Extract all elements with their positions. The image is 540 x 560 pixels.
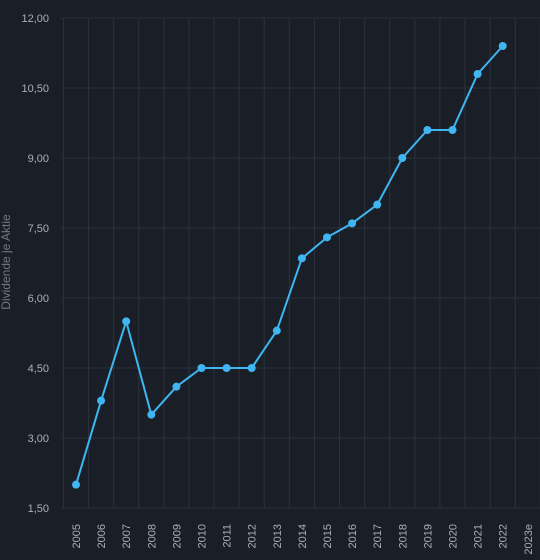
y-axis-ticks: 1,50 3,00 4,50 6,00 7,50 9,00 10,50 12,00 <box>21 13 49 515</box>
data-point <box>172 382 181 391</box>
data-point <box>498 42 507 50</box>
data-point <box>97 396 106 405</box>
x-tick-label: 2006 <box>96 524 108 548</box>
data-point <box>473 70 482 78</box>
y-tick-label: 10,50 <box>21 83 49 95</box>
data-point <box>272 326 281 335</box>
data-point <box>222 364 231 372</box>
y-tick-label: 4,50 <box>28 363 49 375</box>
x-tick-label: 2009 <box>171 524 183 548</box>
x-tick-label: 2019 <box>422 524 434 548</box>
x-tick-label: 2015 <box>322 524 334 548</box>
x-tick-label: 2022 <box>498 524 510 548</box>
x-tick-label: 2011 <box>222 524 234 548</box>
series-layer <box>72 42 507 489</box>
y-tick-label: 1,50 <box>28 503 49 515</box>
data-point <box>297 254 306 263</box>
x-tick-label: 2020 <box>448 524 460 548</box>
x-tick-label: 2012 <box>247 524 259 548</box>
x-tick-label: 2021 <box>473 524 485 548</box>
y-tick-label: 6,00 <box>28 293 49 305</box>
x-tick-label: 2005 <box>71 524 83 548</box>
data-point <box>348 219 357 228</box>
x-tick-label: 2008 <box>146 524 158 548</box>
x-tick-label: 2013 <box>272 524 284 548</box>
data-point <box>423 126 432 134</box>
x-tick-label: 2018 <box>397 524 409 548</box>
y-tick-label: 7,50 <box>28 223 49 235</box>
x-tick-label: 2016 <box>347 524 359 548</box>
x-tick-label: 2017 <box>372 524 384 548</box>
x-tick-label: 2007 <box>121 524 133 548</box>
x-axis-ticks: 2005 2006 2007 2008 2009 2010 2011 2012 2013 2014… <box>71 524 535 555</box>
data-point <box>72 480 80 489</box>
x-tick-label: 2023e <box>523 524 535 555</box>
grid-layer <box>61 17 540 509</box>
data-point <box>247 364 256 372</box>
y-axis-label: Dividende je Aktie <box>0 214 13 310</box>
data-point <box>398 154 407 162</box>
data-point <box>197 364 206 372</box>
y-tick-label: 12,00 <box>21 13 49 25</box>
x-tick-label: 2010 <box>197 524 209 548</box>
data-point <box>373 200 382 209</box>
data-point <box>147 410 156 419</box>
data-point <box>323 233 331 242</box>
x-tick-label: 2014 <box>297 524 309 548</box>
data-point <box>122 317 131 326</box>
y-tick-label: 3,00 <box>28 433 49 445</box>
y-tick-label: 9,00 <box>28 153 49 165</box>
series-line <box>75 45 504 485</box>
data-point <box>448 126 457 134</box>
